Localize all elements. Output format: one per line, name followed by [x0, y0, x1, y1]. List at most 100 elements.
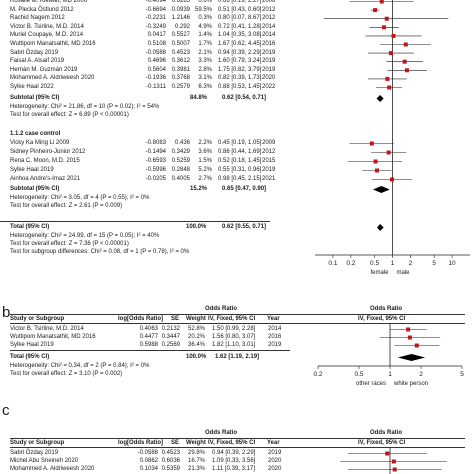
weight-value: 6.3% — [198, 84, 212, 90]
study-name: Rosalie M. Kiewiet, MD 2006 — [10, 0, 88, 4]
study-name: Sabri Özdaş 2019 — [10, 450, 59, 456]
pooled-diamond — [377, 224, 384, 231]
total-label: Total (95% CI) — [10, 224, 50, 230]
heterogeneity-text: Heterogeneity: Chi² = 21.86, df = 10 (P … — [10, 104, 160, 110]
odds-ratio-ci: 0.45 [0.19, 1.05] — [218, 140, 262, 146]
odds-ratio-ci: 1.09 [0.33, 3.56] — [212, 458, 256, 464]
weight-value: 59.5% — [194, 6, 212, 13]
log-odds-ratio: -0.0588 — [145, 49, 166, 56]
header-odds-ratio: Odds Ratio — [370, 306, 403, 312]
study-year: 2016 — [268, 334, 282, 340]
col-se: SE — [171, 316, 180, 322]
heterogeneity-text: Heterogeneity: Chi² = 0.34, df = 2 (P = … — [10, 363, 150, 369]
x-tick-label: 1 — [388, 371, 392, 378]
favours-right-label: white person — [393, 381, 428, 387]
odds-ratio-ci: 0.52 [0.18, 1.45] — [218, 158, 262, 164]
subtotal-weight: 84.8% — [190, 95, 208, 101]
log-odds-ratio: 0.5108 — [147, 41, 166, 47]
standard-error: 0.292 — [174, 23, 190, 30]
study-name: Vicky Ka Ming Li 2009 — [10, 140, 70, 146]
weight-value: 3.6% — [198, 149, 212, 155]
log-odds-ratio: -0.0588 — [137, 450, 158, 456]
odds-ratio-ci: 1.82 [1.10, 3.01] — [212, 342, 256, 348]
study-name: Victor B. Tsirline, M.D. 2014 — [10, 326, 84, 332]
study-year: 2019 — [262, 167, 276, 173]
weight-value: 16.7% — [187, 458, 205, 464]
standard-error: 0.4005 — [171, 176, 190, 182]
point-estimate-marker — [385, 451, 390, 456]
study-name: M. Plecka Östlund 2012 — [10, 6, 74, 13]
study-name: Rachid Nagem 2012 — [10, 15, 65, 22]
standard-error: 0.4523 — [161, 450, 180, 456]
odds-ratio-ci: 1.60 [0.79, 3.24] — [218, 58, 262, 65]
col-study: Study or Subgroup — [10, 316, 65, 322]
study-name: Hernán M. Guzmán 2019 — [10, 66, 78, 73]
study-name: Sylke Haal 2022 — [10, 84, 54, 90]
pooled-diamond — [372, 186, 390, 193]
log-odds-ratio: -0.2231 — [145, 15, 166, 22]
header-odds-ratio: Odds Ratio — [205, 306, 238, 312]
col-ci: IV, Fixed, 95% CI — [208, 440, 256, 446]
total-label: Total (95% CI) — [10, 354, 50, 360]
odds-ratio-ci: 0.98 [0.45, 2.15] — [218, 176, 262, 182]
log-odds-ratio: 0.1034 — [139, 466, 158, 472]
study-year: 2015 — [262, 158, 276, 164]
point-estimate-marker — [385, 76, 390, 81]
total-weight: 100.0% — [186, 224, 207, 230]
weight-value: 3.1% — [198, 75, 212, 82]
weight-value: 2.8% — [198, 66, 212, 73]
study-name: Faisal A. Alsaif 2019 — [10, 58, 65, 65]
overall-effect-text: Test for overall effect: Z = 2.61 (P = 0… — [10, 203, 123, 209]
point-estimate-marker — [403, 42, 408, 47]
study-name: Michel Abu Sneineh 2020 — [10, 458, 79, 464]
panel-label-b: b — [2, 304, 11, 321]
point-estimate-marker — [407, 335, 412, 340]
log-odds-ratio: -0.5996 — [145, 167, 166, 173]
subtotal-ci: 0.62 [0.54, 0.71] — [222, 95, 267, 101]
subtotal-ci: 0.65 [0.47, 0.90] — [222, 186, 267, 192]
study-year: 2012 — [262, 149, 276, 155]
standard-error: 0.3429 — [171, 149, 190, 155]
study-name: Muriel Coupaye, M.D. 2014 — [10, 32, 84, 39]
standard-error: 0.3447 — [161, 334, 180, 340]
study-year: 2014 — [262, 32, 276, 39]
log-odds-ratio: -0.0205 — [145, 176, 166, 182]
col-log-or: log[Odds Ratio] — [118, 316, 163, 322]
col-ci-right: IV, Fixed, 95% CI — [358, 316, 406, 322]
col-ci-right: IV, Fixed, 95% CI — [358, 440, 406, 446]
study-name: Wuttipom Manatsathit, MD 2016 — [10, 41, 96, 47]
odds-ratio-ci: 0.86 [0.44, 1.69] — [218, 149, 262, 155]
x-tick-label: 0.5 — [354, 371, 363, 378]
x-tick-label: 2 — [409, 260, 413, 267]
study-name: Wuttipom Manatsathit, MD 2016 — [10, 334, 96, 340]
study-year: 2020 — [262, 75, 276, 82]
favours-left-label: female — [370, 270, 389, 276]
divider — [0, 221, 270, 222]
point-estimate-marker — [388, 51, 393, 56]
heterogeneity-text: Heterogeneity: Chi² = 24.99, df = 15 (P … — [10, 233, 160, 239]
point-estimate-marker — [382, 25, 387, 30]
x-tick-label: 1 — [391, 260, 395, 267]
total-ci: 1.62 [1.19, 2.19] — [215, 354, 260, 360]
subgroup-heading: 1.1.2 case control — [10, 131, 61, 137]
point-estimate-marker — [389, 177, 394, 182]
log-odds-ratio: -0.6694 — [145, 6, 166, 13]
odds-ratio-ci: 1.50 [0.99, 2.28] — [212, 326, 256, 332]
total-weight: 100.0% — [186, 354, 207, 360]
x-tick-label: 0.1 — [328, 260, 337, 267]
point-estimate-marker — [392, 467, 397, 472]
weight-value: 2.2% — [198, 140, 212, 146]
odds-ratio-ci: 0.94 [0.39, 2.29] — [218, 49, 262, 56]
odds-ratio-ci: 0.94 [0.39, 2.29] — [212, 450, 256, 456]
weight-value: 4.9% — [198, 23, 212, 30]
point-estimate-marker — [373, 159, 378, 164]
log-odds-ratio: 0.4477 — [139, 334, 158, 340]
study-name: Sylke Haal 2019 — [10, 167, 54, 173]
odds-ratio-ci: 0.82 [0.39, 1.73] — [218, 75, 262, 82]
odds-ratio-ci: 1.11 [0.39, 3.17] — [212, 466, 255, 472]
header-divider — [10, 314, 465, 315]
study-year: 2021 — [262, 176, 276, 182]
overall-effect-text: Test for overall effect: Z = 3.10 (P = 0… — [10, 371, 123, 377]
study-name: Mohammed A. Aldriweesh 2020 — [10, 466, 95, 472]
point-estimate-marker — [379, 0, 384, 4]
